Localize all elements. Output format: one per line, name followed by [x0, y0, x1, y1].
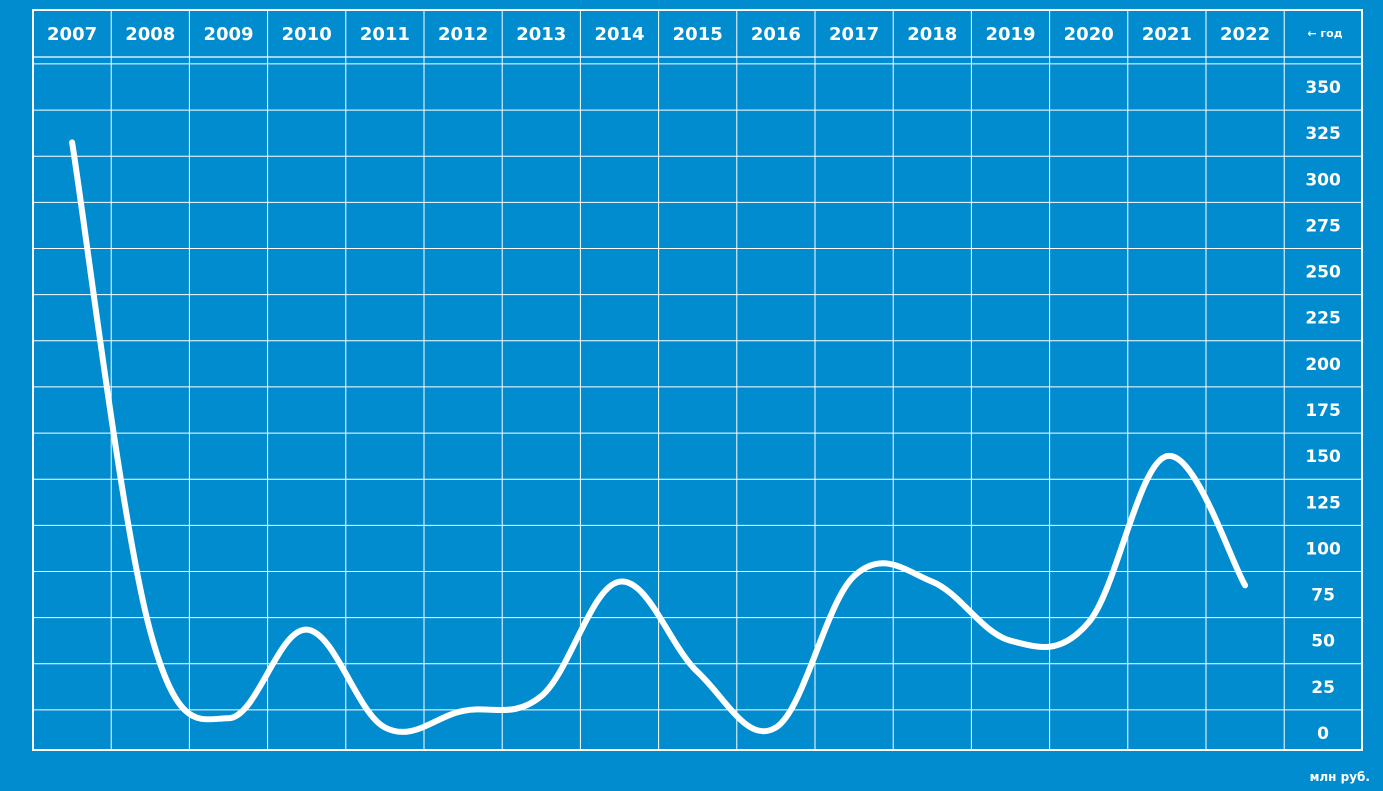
- year-label: 2016: [751, 24, 801, 45]
- value-tick-label: 50: [1311, 632, 1335, 652]
- year-label: 2019: [985, 24, 1035, 45]
- chart-grid: [32, 9, 1363, 751]
- value-tick-label: 150: [1305, 447, 1341, 467]
- year-label: 2008: [125, 24, 175, 45]
- year-label: 2022: [1220, 24, 1270, 45]
- value-tick-label: 100: [1305, 539, 1341, 559]
- value-tick-label: 75: [1311, 586, 1335, 606]
- value-tick-label: 250: [1305, 263, 1341, 283]
- value-tick-label: 225: [1305, 309, 1341, 329]
- value-tick-label: 300: [1305, 170, 1341, 190]
- value-tick-label: 0: [1317, 724, 1329, 744]
- year-label: 2010: [282, 24, 332, 45]
- year-label: 2014: [594, 24, 644, 45]
- chart-series: [69, 139, 1249, 735]
- value-tick-label: 175: [1305, 401, 1341, 421]
- year-label: 2013: [516, 24, 566, 45]
- value-axis-unit: млн руб.: [1310, 770, 1370, 784]
- year-label: 2007: [47, 24, 97, 45]
- year-label: 2020: [1064, 24, 1114, 45]
- year-axis: 2007 2008 2009 2010 2011 2012 2013 2014 2015 2016…: [47, 24, 1270, 45]
- year-label: 2018: [907, 24, 957, 45]
- year-label: 2015: [673, 24, 723, 45]
- value-tick-label: 200: [1305, 355, 1341, 375]
- year-label: 2017: [829, 24, 879, 45]
- value-tick-label: 325: [1305, 124, 1341, 144]
- value-tick-label: 125: [1305, 493, 1341, 513]
- year-label: 2012: [438, 24, 488, 45]
- year-label: 2011: [360, 24, 410, 45]
- series-line: [69, 139, 1249, 735]
- value-tick-label: 350: [1305, 78, 1341, 98]
- year-axis-label: ← год: [1307, 27, 1342, 40]
- value-tick-label: 275: [1305, 216, 1341, 236]
- year-label: 2021: [1142, 24, 1192, 45]
- chart-frame: [32, 9, 1363, 751]
- year-label: 2009: [203, 24, 253, 45]
- value-tick-label: 25: [1311, 678, 1335, 698]
